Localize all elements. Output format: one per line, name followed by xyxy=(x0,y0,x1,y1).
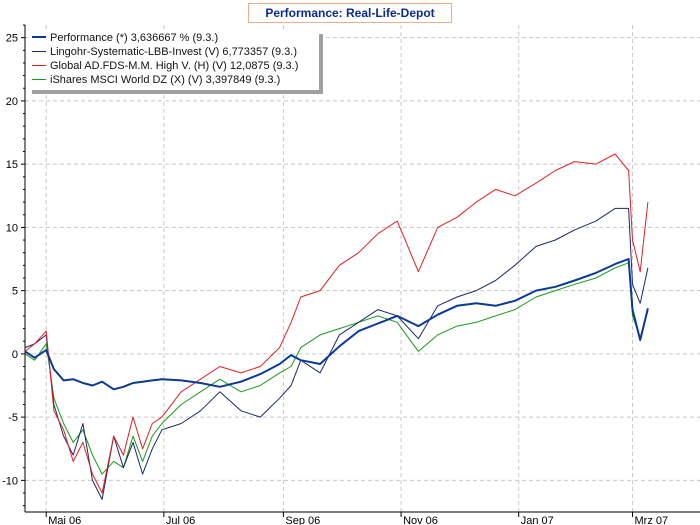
y-tick-label: 5 xyxy=(12,286,18,298)
y-tick-label: 10 xyxy=(6,222,18,234)
legend-swatch-global-ad xyxy=(32,64,46,66)
series-line-1 xyxy=(24,207,649,500)
legend-swatch-performance xyxy=(32,36,46,39)
x-tick-label: Sep 06 xyxy=(285,515,320,525)
legend-label-ishares: iShares MSCI World DZ (X) (V) 3,397849 (… xyxy=(50,74,281,86)
y-tick-label: -5 xyxy=(8,412,18,424)
legend-label-global-ad: Global AD.FDS-M.M. High V. (H) (V) 12,08… xyxy=(50,60,299,72)
series-layer xyxy=(24,153,649,500)
chart-title: Performance: Real-Life-Depot xyxy=(248,3,452,23)
tick-label-layer: -10 -5 0 5 10 15 20 25 Mai 06 Jul 06 Sep 06 Nov 06 J… xyxy=(2,33,668,525)
x-tick-label: Nov 06 xyxy=(403,515,438,525)
y-tick-label: 20 xyxy=(6,96,18,108)
x-tick-label: Jul 06 xyxy=(166,515,195,525)
legend-entry-lingohr: Lingohr-Systematic-LBB-Invest (V) 6,7733… xyxy=(32,45,297,59)
axis-layer xyxy=(21,24,700,517)
legend-label-performance: Performance (*) 3,636667 % (9.3.) xyxy=(50,32,219,44)
y-tick-label: -10 xyxy=(2,475,18,487)
legend: Performance (*) 3,636667 % (9.3.) Lingoh… xyxy=(28,30,319,90)
plot-area xyxy=(25,25,700,512)
legend-swatch-lingohr xyxy=(32,50,46,52)
series-line-0 xyxy=(24,258,649,391)
legend-label-lingohr: Lingohr-Systematic-LBB-Invest (V) 6,7733… xyxy=(50,46,298,58)
series-line-3 xyxy=(24,262,649,475)
legend-entry-ishares: iShares MSCI World DZ (X) (V) 3,397849 (… xyxy=(32,73,280,87)
y-tick-label: 25 xyxy=(6,33,18,45)
x-tick-label: Mai 06 xyxy=(48,515,81,525)
y-tick-label: 0 xyxy=(12,349,18,361)
y-tick-label: 15 xyxy=(6,159,18,171)
x-tick-label: Jan 07 xyxy=(521,515,554,525)
series-line-2 xyxy=(24,153,649,494)
legend-swatch-ishares xyxy=(32,78,46,80)
x-tick-label: Mrz 07 xyxy=(635,515,669,525)
legend-entry-performance: Performance (*) 3,636667 % (9.3.) xyxy=(32,31,218,45)
legend-entry-global-ad: Global AD.FDS-M.M. High V. (H) (V) 12,08… xyxy=(32,59,298,73)
